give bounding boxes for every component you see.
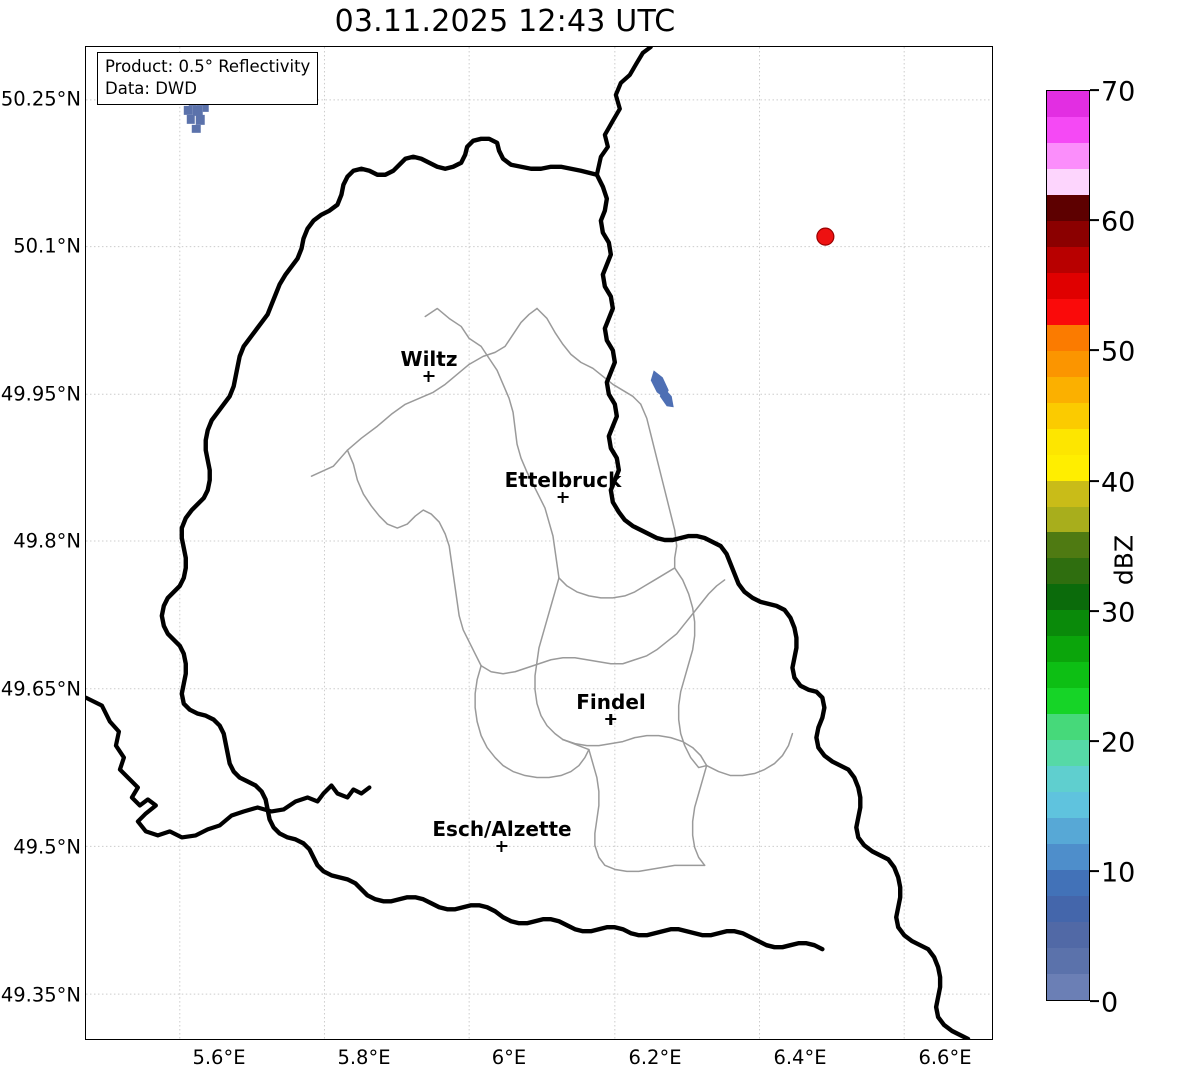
colorbar-band-4 bbox=[1047, 194, 1089, 221]
city-marker-esch-alzette bbox=[496, 841, 508, 852]
colorbar-band-5 bbox=[1047, 220, 1089, 247]
city-label-findel: Findel bbox=[576, 692, 646, 725]
city-name-wiltz: Wiltz bbox=[400, 347, 458, 371]
colorbar-band-12 bbox=[1047, 402, 1089, 429]
city-label-esch-alzette: Esch/Alzette bbox=[432, 817, 572, 852]
colorbar-band-0 bbox=[1047, 91, 1089, 117]
colorbar-band-30 bbox=[1047, 870, 1089, 897]
colorbar-band-31 bbox=[1047, 896, 1089, 922]
colorbar-band-15 bbox=[1047, 480, 1089, 507]
colorbar-band-7 bbox=[1047, 272, 1089, 299]
colorbar-tick-label-70: 70 bbox=[1101, 76, 1136, 108]
info-data-line: Data: DWD bbox=[105, 79, 197, 99]
radar-echo-northeast-streak bbox=[650, 370, 674, 408]
colorbar-tick-label-20: 20 bbox=[1101, 727, 1136, 759]
colorbar-tick-label-60: 60 bbox=[1101, 206, 1136, 238]
colorbar-band-13 bbox=[1047, 428, 1089, 455]
page-title: 03.11.2025 12:43 UTC bbox=[334, 4, 676, 39]
y-tick-label-6: 49.35°N bbox=[0, 983, 81, 1007]
colorbar-band-25 bbox=[1047, 740, 1089, 767]
colorbar-tick-mark-40 bbox=[1090, 480, 1099, 482]
x-tick-label-3: 6.2°E bbox=[628, 1046, 682, 1069]
colorbar-tick-label-40: 40 bbox=[1101, 467, 1136, 499]
y-tick-label-2: 49.95°N bbox=[0, 382, 81, 406]
radar-echo-east-point bbox=[816, 227, 835, 246]
city-marker-findel bbox=[605, 714, 617, 725]
colorbar-axis-label: dBZ bbox=[1109, 534, 1139, 586]
colorbar-tick-mark-50 bbox=[1090, 349, 1099, 351]
radar-echo-layer bbox=[183, 94, 835, 408]
colorbar-tick-label-0: 0 bbox=[1101, 987, 1119, 1019]
colorbar-band-1 bbox=[1047, 116, 1089, 143]
neighbour-country-borders bbox=[86, 47, 653, 840]
info-box: Product: 0.5° Reflectivity Data: DWD bbox=[97, 52, 319, 106]
colorbar-tick-mark-20 bbox=[1090, 740, 1099, 742]
y-tick-label-1: 50.1°N bbox=[13, 234, 81, 258]
colorbar-tick-mark-0 bbox=[1090, 1000, 1099, 1002]
colorbar-band-6 bbox=[1047, 246, 1089, 273]
map-canvas bbox=[86, 47, 992, 1039]
city-name-findel: Findel bbox=[576, 690, 646, 714]
map-gridlines bbox=[86, 47, 992, 1039]
y-tick-label-3: 49.8°N bbox=[13, 529, 81, 553]
city-label-wiltz: Wiltz bbox=[400, 347, 458, 382]
y-tick-label-4: 49.65°N bbox=[0, 677, 81, 701]
canton-boundaries bbox=[310, 307, 794, 873]
x-tick-label-5: 6.6°E bbox=[918, 1046, 972, 1069]
colorbar-band-17 bbox=[1047, 532, 1089, 559]
city-name-esch-alzette: Esch/Alzette bbox=[432, 817, 572, 841]
colorbar-band-29 bbox=[1047, 844, 1089, 871]
city-label-ettelbruck: Ettelbruck bbox=[504, 468, 622, 503]
colorbar-tick-label-10: 10 bbox=[1101, 857, 1136, 889]
radar-map-plot[interactable] bbox=[85, 46, 993, 1040]
colorbar-band-18 bbox=[1047, 558, 1089, 585]
colorbar-tick-label-50: 50 bbox=[1101, 336, 1136, 368]
city-name-ettelbruck: Ettelbruck bbox=[504, 468, 622, 492]
y-tick-label-0: 50.25°N bbox=[0, 87, 81, 111]
colorbar-band-27 bbox=[1047, 792, 1089, 819]
x-tick-label-4: 6.4°E bbox=[773, 1046, 827, 1069]
x-tick-label-2: 6°E bbox=[491, 1046, 527, 1069]
colorbar-band-2 bbox=[1047, 142, 1089, 169]
colorbar-band-11 bbox=[1047, 376, 1089, 403]
reflectivity-colorbar[interactable] bbox=[1046, 90, 1090, 1001]
colorbar-band-24 bbox=[1047, 714, 1089, 741]
colorbar-band-16 bbox=[1047, 506, 1089, 533]
colorbar-band-21 bbox=[1047, 636, 1089, 663]
colorbar-tick-mark-60 bbox=[1090, 219, 1099, 221]
x-tick-label-0: 5.6°E bbox=[192, 1046, 246, 1069]
colorbar-tick-mark-10 bbox=[1090, 870, 1099, 872]
colorbar-band-14 bbox=[1047, 454, 1089, 481]
colorbar-band-33 bbox=[1047, 947, 1089, 974]
city-marker-wiltz bbox=[423, 371, 435, 382]
colorbar-tick-mark-30 bbox=[1090, 610, 1099, 612]
colorbar-band-26 bbox=[1047, 766, 1089, 793]
y-tick-label-5: 49.5°N bbox=[13, 835, 81, 859]
info-product-line: Product: 0.5° Reflectivity bbox=[105, 57, 311, 76]
luxembourg-country-border bbox=[159, 136, 971, 1039]
colorbar-tick-mark-70 bbox=[1090, 89, 1099, 91]
colorbar-band-23 bbox=[1047, 688, 1089, 715]
colorbar-tick-label-30: 30 bbox=[1101, 597, 1136, 629]
colorbar-band-10 bbox=[1047, 350, 1089, 377]
colorbar-band-32 bbox=[1047, 922, 1089, 948]
colorbar-band-3 bbox=[1047, 168, 1089, 195]
colorbar-band-28 bbox=[1047, 818, 1089, 845]
x-tick-label-1: 5.8°E bbox=[337, 1046, 391, 1069]
colorbar-band-9 bbox=[1047, 324, 1089, 351]
colorbar-band-8 bbox=[1047, 298, 1089, 325]
colorbar-band-34 bbox=[1047, 973, 1089, 1000]
colorbar-band-22 bbox=[1047, 662, 1089, 689]
colorbar-band-19 bbox=[1047, 584, 1089, 611]
city-marker-ettelbruck bbox=[557, 492, 569, 503]
colorbar-band-20 bbox=[1047, 610, 1089, 637]
